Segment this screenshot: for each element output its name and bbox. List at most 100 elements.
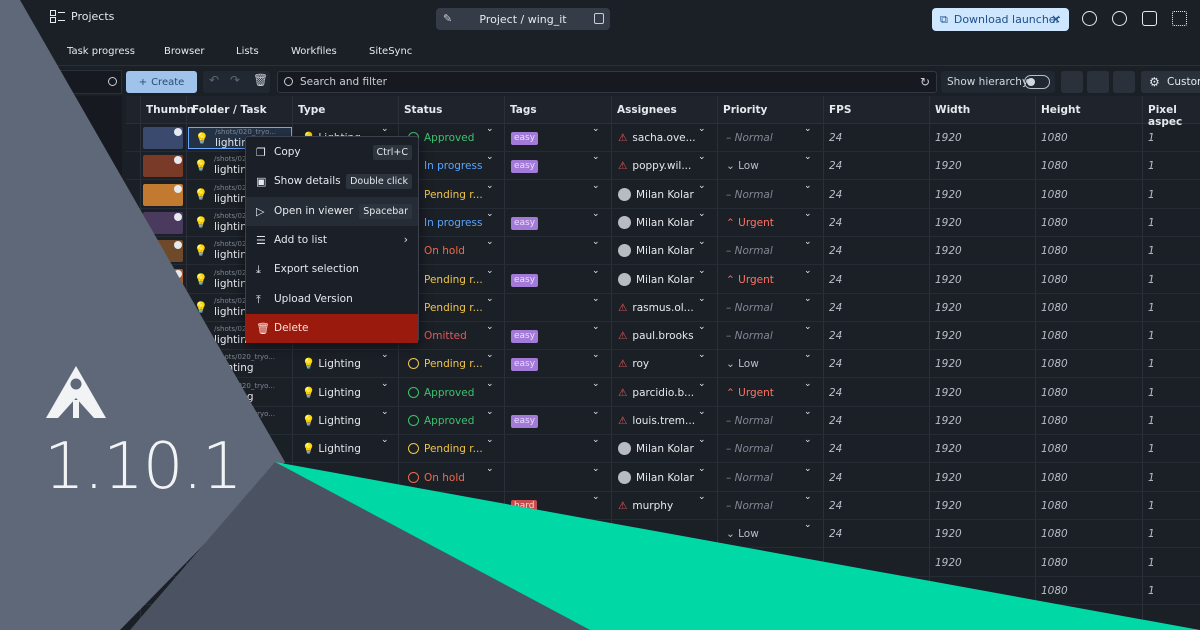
chevron-down-icon[interactable]: ⌄ (486, 350, 494, 361)
chevron-down-icon[interactable]: ⌄ (592, 463, 600, 474)
width-value[interactable]: 1920 (935, 358, 962, 371)
height-value[interactable]: 1080 (1041, 386, 1068, 399)
pixel-aspect-value[interactable]: 1 (1148, 528, 1155, 541)
chevron-down-icon[interactable]: ⌄ (804, 322, 812, 333)
width-value[interactable]: 1920 (935, 301, 962, 314)
play-icon[interactable] (174, 382, 182, 391)
menu-item-copy[interactable]: ❐ Copy Ctrl+C (246, 138, 418, 167)
chevron-down-icon[interactable]: ⌄ (486, 237, 494, 248)
type-cell[interactable]: 💡 Lighting (298, 435, 361, 463)
chevron-down-icon[interactable]: ⌄ (381, 407, 389, 417)
tab-task-progress[interactable]: Task progress (67, 46, 135, 57)
apps-grid-icon[interactable] (1172, 11, 1187, 26)
priority-cell[interactable]: ⌄ Low (726, 152, 759, 180)
projects-button[interactable]: Projects (50, 10, 114, 23)
play-icon[interactable] (174, 297, 182, 306)
play-icon[interactable] (174, 128, 182, 136)
status-cell[interactable]: Approved (406, 379, 474, 407)
table-row[interactable]: ⌄ ⌄ Low ⌄ 24 1920 1080 1 (126, 520, 1200, 549)
chevron-down-icon[interactable]: ⌄ (804, 124, 812, 134)
assignee-cell[interactable]: ⚠ sacha.ove... (618, 124, 696, 152)
fps-value[interactable]: 24 (829, 528, 843, 541)
chevron-down-icon[interactable]: ⌄ (698, 237, 706, 248)
assignee-cell[interactable]: ⚠ rasmus.ol... (618, 294, 694, 322)
play-icon[interactable] (174, 411, 182, 419)
assignee-cell[interactable]: Milan Kolar (618, 181, 694, 209)
customize-button[interactable]: ⚙ Custom (1141, 71, 1200, 93)
table-row[interactable]: On hold ⌄ ⌄ Milan Kolar ⌄ – Normal ⌄ 24 1920 1080… (126, 464, 1200, 492)
thumbnail[interactable] (143, 353, 183, 376)
height-value[interactable]: 1080 (1041, 556, 1068, 569)
refresh-icon[interactable]: ↻ (919, 75, 930, 89)
chevron-down-icon[interactable]: ⌄ (486, 463, 494, 474)
height-value[interactable]: 1080 (1041, 358, 1068, 371)
table-row[interactable]: 💡 /shots/020_tryo... lighting 💡 Lighting ⌄… (126, 350, 1200, 379)
toggle-switch[interactable] (1024, 75, 1050, 89)
chevron-down-icon[interactable]: ⌄ (486, 265, 494, 276)
project-path-pill[interactable]: ✎ Project / wing_it (436, 8, 610, 30)
column-header[interactable]: Folder / Task (192, 104, 267, 116)
pixel-aspect-value[interactable]: 1 (1148, 386, 1155, 399)
chevron-down-icon[interactable]: ⌄ (381, 435, 389, 446)
status-cell[interactable]: Pending r... (406, 350, 483, 378)
height-value[interactable]: 1080 (1041, 216, 1068, 229)
chevron-down-icon[interactable]: ⌄ (698, 180, 706, 191)
thumbnail[interactable] (143, 155, 183, 178)
chevron-down-icon[interactable]: ⌄ (592, 124, 600, 134)
pixel-aspect-value[interactable]: 1 (1148, 556, 1155, 569)
fps-value[interactable]: 24 (829, 386, 843, 399)
pixel-aspect-value[interactable]: 1 (1148, 188, 1155, 201)
chevron-down-icon[interactable]: ⌄ (698, 208, 706, 219)
chevron-down-icon[interactable]: ⌄ (804, 520, 812, 531)
menu-item-delete[interactable]: 🗑 Delete (246, 313, 418, 343)
download-launcher-button[interactable]: ⧉ Download launcher × (932, 8, 1069, 31)
height-value[interactable]: 1080 (1041, 160, 1068, 173)
chevron-down-icon[interactable]: ⌄ (592, 520, 600, 531)
fps-value[interactable]: 24 (829, 245, 843, 258)
type-cell[interactable]: 💡 Lighting (298, 407, 361, 435)
width-value[interactable]: 1920 (935, 528, 962, 541)
pixel-aspect-value[interactable]: 1 (1148, 132, 1155, 144)
height-value[interactable]: 1080 (1041, 132, 1068, 144)
chevron-down-icon[interactable]: ⌄ (804, 208, 812, 219)
width-value[interactable]: 1920 (935, 330, 962, 343)
chevron-down-icon[interactable]: ⌄ (698, 407, 706, 417)
priority-cell[interactable]: – Normal (726, 492, 773, 520)
search-filter-input[interactable]: Search and filter ↻ (277, 71, 937, 93)
priority-cell[interactable]: – Normal (726, 124, 773, 152)
play-icon[interactable] (174, 156, 182, 165)
chevron-down-icon[interactable]: ⌄ (592, 322, 600, 333)
status-cell[interactable]: Approved (406, 407, 474, 435)
folder-task-cell[interactable]: 💡 /shots/020_tryo... lighting (188, 410, 292, 432)
width-value[interactable]: 1920 (935, 471, 962, 484)
height-value[interactable]: 1080 (1041, 273, 1068, 286)
fps-value[interactable]: 24 (829, 330, 843, 343)
chevron-down-icon[interactable]: ⌄ (486, 152, 494, 163)
assignee-cell[interactable]: ⚠ paul.brooks (618, 322, 694, 350)
pixel-aspect-value[interactable]: 1 (1148, 471, 1155, 484)
width-value[interactable]: 1920 (935, 160, 962, 173)
priority-cell[interactable]: ⌃ Urgent (726, 209, 774, 237)
play-icon[interactable] (174, 241, 182, 250)
assignee-cell[interactable]: ⚠ murphy (618, 492, 673, 520)
width-value[interactable]: 1920 (935, 386, 962, 399)
chevron-down-icon[interactable]: ⌄ (486, 378, 494, 389)
table-row[interactable]: 💡 /shots/020_tryo... lighting 💡 Lighting ⌄… (126, 407, 1200, 435)
pixel-aspect-value[interactable]: 1 (1148, 216, 1155, 229)
height-value[interactable]: 1080 (1041, 443, 1068, 456)
fps-value[interactable]: 24 (829, 301, 843, 314)
chevron-down-icon[interactable]: ⌄ (592, 180, 600, 191)
chevron-down-icon[interactable]: ⌄ (381, 378, 389, 389)
table-row[interactable]: 1920 1080 1 (126, 549, 1200, 577)
fps-value[interactable]: 24 (829, 132, 843, 144)
chevron-down-icon[interactable]: ⌄ (486, 322, 494, 333)
assignee-cell[interactable]: ⚠ louis.trem... (618, 407, 695, 435)
tag-badge[interactable]: easy (511, 132, 539, 145)
folder-task-cell[interactable]: 💡 /shots/020_tryo... lighting (188, 382, 292, 404)
priority-cell[interactable]: – Normal (726, 322, 773, 350)
chevron-down-icon[interactable]: ⌄ (592, 378, 600, 389)
tab-sitesync[interactable]: SiteSync (369, 46, 413, 57)
pixel-aspect-value[interactable]: 1 (1148, 273, 1155, 286)
height-value[interactable]: 1080 (1041, 415, 1068, 427)
menu-item-upload-version[interactable]: ⤒ Upload Version (246, 285, 418, 314)
